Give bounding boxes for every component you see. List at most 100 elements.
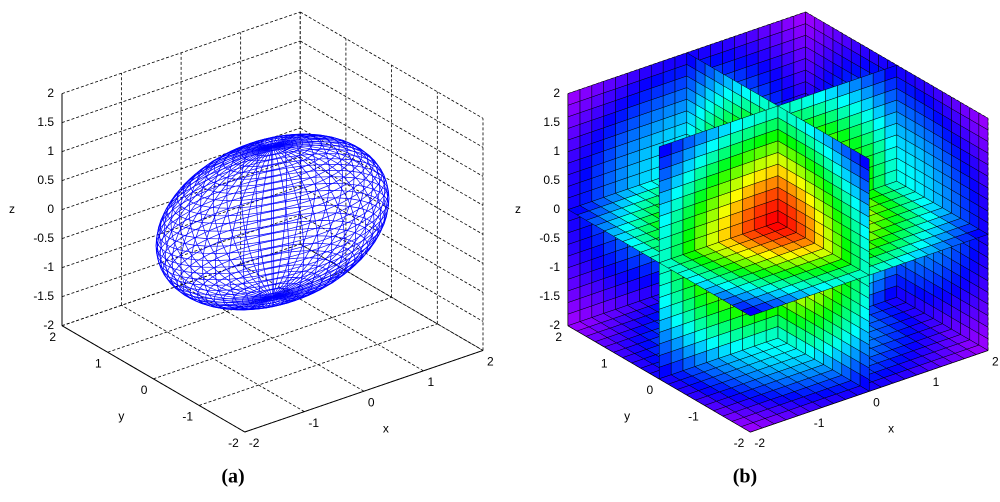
x-tick-label: 0 [873, 395, 880, 409]
z-tick-label: -0.5 [33, 231, 54, 245]
mesh-line [270, 136, 273, 298]
mesh-line [272, 146, 333, 301]
mesh-line [156, 146, 273, 301]
mesh-line [200, 144, 273, 298]
x-tick-label: 0 [368, 395, 375, 409]
mesh-line [272, 146, 275, 308]
grid-line [300, 69, 484, 177]
x-axis-label: x [888, 421, 894, 435]
x-tick-label: -2 [249, 436, 260, 450]
y-tick-label: -1 [688, 410, 699, 424]
mesh-line [188, 145, 273, 298]
grid-line [300, 185, 484, 293]
mesh-line [171, 146, 273, 308]
mesh-line [272, 146, 319, 303]
slice-cell [567, 89, 581, 106]
mesh-line [272, 145, 381, 298]
y-axis-label: y [624, 409, 630, 423]
mesh-line [243, 146, 273, 310]
mesh-line [272, 146, 290, 306]
mesh-line [272, 134, 302, 298]
x-tick-label: 2 [992, 355, 999, 369]
mesh-line [272, 133, 331, 298]
mesh-line [272, 146, 375, 298]
mesh-line [202, 146, 273, 311]
grid-line [61, 243, 301, 327]
x-tick-label: 1 [427, 375, 434, 389]
y-tick-label: 0 [646, 383, 653, 397]
z-tick-label: -1.5 [539, 289, 560, 303]
z-tick-label: 1 [553, 144, 560, 158]
z-tick-label: 2 [47, 86, 54, 100]
grid-line [240, 264, 424, 372]
grid-line [61, 98, 301, 181]
z-tick-label: -0.5 [539, 231, 560, 245]
grid-line [198, 323, 438, 406]
mesh-line [272, 140, 389, 298]
x-tick-label: -1 [308, 416, 319, 430]
mesh-line [255, 138, 273, 298]
grid-line [61, 40, 301, 123]
mesh-line [272, 137, 381, 298]
caption: (b) [733, 466, 757, 488]
grid-line [300, 40, 484, 148]
mesh-line [272, 143, 389, 298]
slice-cell [740, 422, 763, 433]
x-tick-label: -2 [754, 436, 765, 450]
z-tick-label: 0 [47, 202, 54, 216]
x-axis-label: x [383, 421, 389, 435]
grid-line [61, 127, 301, 211]
mesh-line [272, 133, 317, 298]
z-tick-label: 1 [47, 144, 54, 158]
y-tick-label: -2 [228, 436, 239, 450]
grid-line [300, 11, 484, 119]
mesh-line [155, 146, 273, 302]
mesh-line [272, 133, 343, 298]
mesh-line [170, 146, 273, 298]
caption: (a) [221, 466, 244, 488]
grid-line [61, 156, 301, 240]
y-tick-label: -1 [182, 410, 193, 424]
y-axis [61, 325, 246, 433]
slice-cell [859, 153, 870, 172]
grid-line [300, 214, 484, 322]
mesh-line [159, 146, 273, 305]
x-axis [244, 349, 484, 433]
grid-line [153, 296, 392, 380]
mesh-line [272, 135, 287, 298]
z-tick-label: 1.5 [543, 115, 560, 129]
mesh-line [272, 136, 374, 298]
z-axis-label: z [9, 202, 15, 216]
grid-line [107, 270, 347, 353]
axes [61, 11, 484, 433]
mesh-line [272, 139, 386, 298]
mesh-line [258, 146, 273, 309]
x-tick-label: 2 [487, 355, 494, 369]
mesh-line [272, 146, 345, 300]
y-tick-label: 1 [95, 356, 102, 370]
z-tick-label: 2 [553, 86, 560, 100]
mesh-line [226, 141, 273, 298]
mesh-line [164, 146, 273, 299]
grid-line [300, 98, 484, 206]
z-tick-label: -2 [549, 318, 560, 332]
y-tick-label: 1 [601, 356, 608, 370]
y-tick-label: 0 [141, 383, 148, 397]
y-tick-label: 2 [555, 330, 562, 344]
mesh-line [240, 140, 273, 298]
z-tick-label: 0.5 [37, 173, 54, 187]
x-tick-label: -1 [814, 416, 825, 430]
y-tick-label: 2 [49, 330, 56, 344]
mesh-line [228, 146, 273, 311]
mesh-line [272, 142, 390, 298]
z-tick-label: -1.5 [33, 289, 54, 303]
slice-cell [978, 112, 989, 131]
z-tick-label: 0 [553, 202, 560, 216]
z-tick-label: -2 [43, 318, 54, 332]
slice-cell [740, 306, 763, 317]
grid-line [61, 11, 301, 94]
z-tick-label: 1.5 [37, 115, 54, 129]
grid-line [300, 127, 484, 235]
mesh-line [272, 146, 357, 299]
